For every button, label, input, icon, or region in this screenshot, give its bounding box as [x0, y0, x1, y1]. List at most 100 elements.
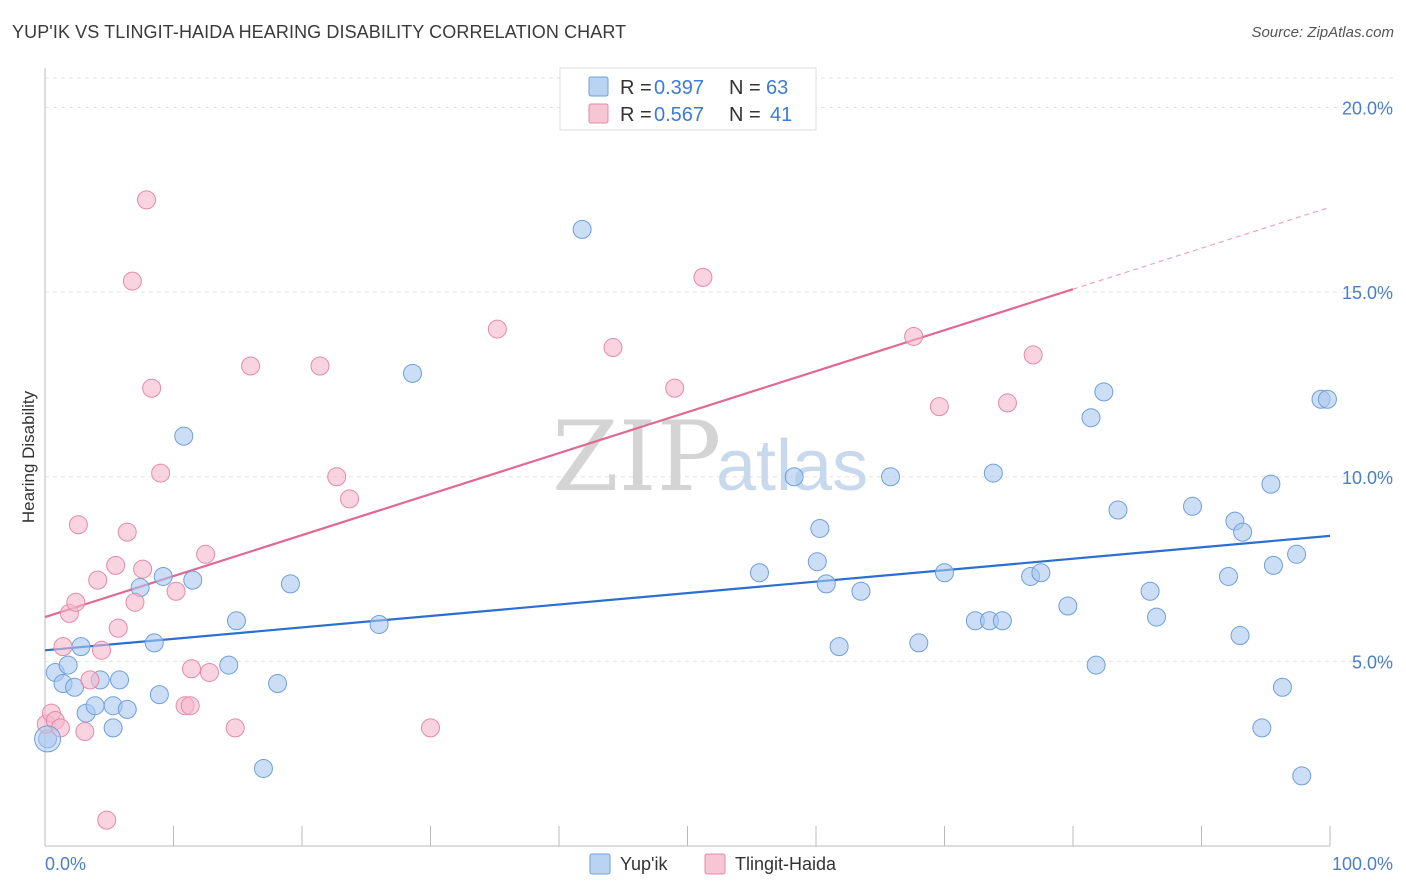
point-tlingit-haida: [137, 190, 157, 210]
legend-r-value-tlingit-haida: 0.567: [654, 104, 704, 126]
point-yupik: [280, 574, 300, 594]
point-tlingit-haida: [108, 618, 128, 638]
point-yupik: [226, 611, 246, 631]
point-yupik: [881, 467, 901, 487]
point-yupik: [103, 718, 123, 738]
point-yupik: [174, 426, 194, 446]
point-yupik: [816, 574, 836, 594]
point-yupik: [784, 467, 804, 487]
point-tlingit-haida: [166, 581, 186, 601]
trend-line-dashed-1: [1072, 206, 1331, 290]
point-yupik: [909, 633, 929, 653]
point-tlingit-haida: [196, 544, 216, 564]
point-yupik: [1086, 655, 1106, 675]
watermark-atlas: atlas: [716, 426, 868, 506]
point-yupik: [810, 518, 830, 538]
bottom-legend-label-yupik: Yup'ik: [620, 854, 668, 874]
bottom-legend: Yup'ik Tlingit-Haida: [589, 853, 837, 875]
bottom-legend-label-tlingit-haida: Tlingit-Haida: [735, 854, 837, 874]
point-tlingit-haida: [117, 522, 137, 542]
point-yupik: [71, 637, 91, 657]
legend-n-value-tlingit-haida: 41: [770, 104, 792, 126]
point-yupik: [1218, 566, 1238, 586]
point-tlingit-haida: [106, 555, 126, 575]
trend-line-solid-1: [44, 288, 1074, 619]
point-yupik: [219, 655, 239, 675]
point-tlingit-haida: [665, 378, 685, 398]
data-points: [34, 190, 1337, 830]
point-tlingit-haida: [125, 592, 145, 612]
point-tlingit-haida: [225, 718, 245, 738]
legend: R = 0.397 N = 63 R = 0.567 N = 41: [559, 67, 817, 131]
point-tlingit-haida: [603, 338, 623, 358]
legend-n-label-tlingit-haida: N =: [729, 104, 761, 126]
point-yupik: [1031, 563, 1051, 583]
point-yupik: [58, 655, 78, 675]
point-tlingit-haida: [88, 570, 108, 590]
point-tlingit-haida: [904, 326, 924, 346]
point-tlingit-haida: [693, 267, 713, 287]
point-tlingit-haida: [97, 810, 117, 830]
point-tlingit-haida: [997, 393, 1017, 413]
point-yupik: [183, 570, 203, 590]
point-tlingit-haida: [151, 463, 171, 483]
trend-line-0: [44, 534, 1331, 652]
point-yupik-large: [34, 725, 62, 753]
point-yupik: [1081, 408, 1101, 428]
point-yupik: [144, 633, 164, 653]
legend-r-label-tlingit-haida: R =: [620, 104, 652, 126]
point-tlingit-haida: [66, 592, 86, 612]
bottom-legend-swatch-yupik: [589, 853, 611, 875]
point-tlingit-haida: [92, 640, 112, 660]
point-yupik: [851, 581, 871, 601]
point-tlingit-haida: [340, 489, 360, 509]
point-tlingit-haida: [180, 696, 200, 716]
point-tlingit-haida: [122, 271, 142, 291]
point-tlingit-haida: [487, 319, 507, 339]
point-yupik: [1272, 677, 1292, 697]
point-yupik: [1287, 544, 1307, 564]
y-tick-label: 5.0%: [1352, 652, 1393, 672]
y-tick-label: 15.0%: [1342, 283, 1393, 303]
point-tlingit-haida: [142, 378, 162, 398]
point-tlingit-haida: [310, 356, 330, 376]
point-yupik: [1317, 389, 1337, 409]
point-yupik: [1261, 474, 1281, 494]
point-yupik: [1094, 382, 1114, 402]
point-tlingit-haida: [327, 467, 347, 487]
point-yupik: [1233, 522, 1253, 542]
legend-n-value-yupik: 63: [766, 77, 788, 99]
point-yupik: [1058, 596, 1078, 616]
point-yupik: [1183, 496, 1203, 516]
watermark-zip: ZIP: [552, 401, 721, 513]
bottom-legend-swatch-tlingit-haida: [704, 853, 726, 875]
point-yupik: [1140, 581, 1160, 601]
point-yupik: [1230, 626, 1250, 646]
point-yupik: [749, 563, 769, 583]
point-yupik: [369, 614, 389, 634]
point-yupik: [403, 363, 423, 383]
point-tlingit-haida: [80, 670, 100, 690]
point-tlingit-haida: [68, 515, 88, 535]
legend-swatch-yupik: [588, 76, 609, 97]
point-yupik: [85, 696, 105, 716]
point-tlingit-haida: [181, 659, 201, 679]
point-yupik: [268, 674, 288, 694]
point-yupik: [1108, 500, 1128, 520]
y-tick-label: 10.0%: [1342, 468, 1393, 488]
point-tlingit-haida: [75, 722, 95, 742]
point-yupik: [1147, 607, 1167, 627]
point-yupik: [253, 758, 273, 778]
point-yupik: [65, 677, 85, 697]
point-tlingit-haida: [929, 397, 949, 417]
point-yupik: [1252, 718, 1272, 738]
point-yupik: [1263, 555, 1283, 575]
point-yupik: [117, 699, 137, 719]
point-yupik: [1292, 766, 1312, 786]
y-tick-labels: 5.0% 10.0% 15.0% 20.0%: [1342, 99, 1393, 673]
point-tlingit-haida: [53, 637, 73, 657]
x-tick-label-min: 0.0%: [45, 854, 86, 874]
point-yupik: [983, 463, 1003, 483]
y-tick-label: 20.0%: [1342, 99, 1393, 119]
